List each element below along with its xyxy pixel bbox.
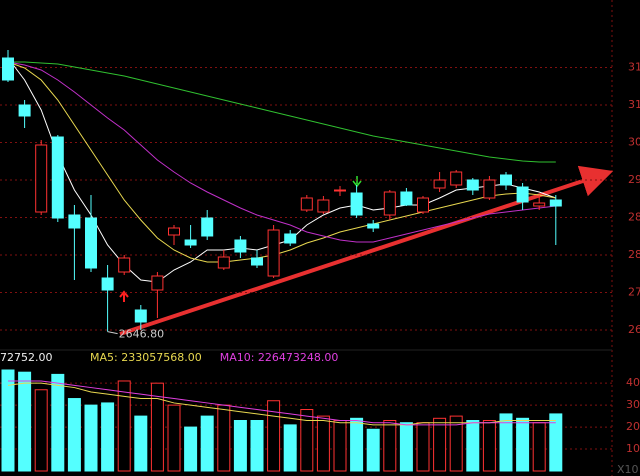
- volume-bar: [549, 413, 563, 472]
- candle-body: [234, 239, 247, 253]
- candle-body: [549, 199, 562, 207]
- volume-bar: [316, 415, 330, 472]
- candle-body: [317, 199, 330, 213]
- volume-unit: X10: [617, 463, 639, 476]
- volume-bar: [267, 400, 281, 472]
- y-tick-label: 2800: [628, 248, 640, 261]
- legend-entry: MA10: 226473248.00: [220, 351, 339, 364]
- volume-bar: [1, 369, 15, 472]
- volume-bar: [250, 420, 264, 472]
- volume-bar: [466, 420, 480, 472]
- candle-body: [101, 277, 114, 291]
- candle-body: [118, 257, 131, 273]
- annotation-label: 2646.80: [119, 328, 165, 341]
- candle-body: [168, 227, 180, 236]
- moving-average-line: [8, 61, 556, 163]
- candle-body: [433, 179, 446, 189]
- y-tick-label: 3025: [628, 136, 640, 149]
- candle-body: [417, 197, 429, 213]
- y-tick-label: 2725: [628, 286, 640, 299]
- volume-legend-value: 72752.00: [0, 351, 53, 364]
- y-tick-label: 2650: [628, 323, 640, 336]
- y-tick-label: 2875: [628, 211, 640, 224]
- y-tick-label: 40: [626, 376, 640, 389]
- volume-bar: [416, 422, 430, 472]
- y-tick-label: 10: [626, 442, 640, 455]
- candle-body: [450, 171, 463, 186]
- volume-bar: [350, 417, 364, 472]
- volume-bar: [134, 415, 148, 472]
- candle-body: [400, 191, 413, 206]
- y-tick-label: 3175: [628, 61, 640, 74]
- volume-bar: [18, 371, 32, 472]
- volume-bar: [399, 422, 413, 472]
- candle-body: [284, 233, 297, 244]
- moving-average-line: [7, 57, 556, 283]
- volume-bar: [34, 389, 48, 472]
- volume-bar: [150, 382, 164, 472]
- moving-average-line: [7, 61, 556, 243]
- candle-body: [151, 275, 164, 291]
- volume-bar: [67, 398, 81, 472]
- moving-average-line: [7, 61, 556, 263]
- candle-body: [201, 217, 214, 237]
- y-tick-label: 30: [626, 398, 640, 411]
- candle-body: [251, 257, 263, 266]
- volume-bar: [200, 415, 214, 472]
- candle-body: [18, 104, 31, 117]
- legend-entry: MA5: 233057568.00: [90, 351, 202, 364]
- volume-bar: [184, 426, 198, 472]
- volume-bar: [449, 415, 463, 472]
- volume-ma-line: [7, 382, 556, 426]
- candle-body: [85, 217, 97, 269]
- volume-bar: [532, 422, 546, 472]
- y-tick-label: 20: [626, 420, 640, 433]
- candle-body: [51, 136, 64, 219]
- volume-bar: [117, 380, 131, 472]
- volume-bar: [383, 420, 397, 472]
- candle-body: [184, 239, 197, 246]
- up-signal: [119, 290, 129, 302]
- candle-body: [300, 197, 313, 211]
- volume-bar: [283, 424, 297, 472]
- annotation-leader: [107, 331, 118, 335]
- candle-body: [267, 229, 280, 277]
- candle-body: [334, 189, 346, 192]
- candle-body: [367, 223, 380, 229]
- candle-body: [483, 179, 496, 199]
- candle-body: [533, 202, 546, 207]
- candle-body: [217, 256, 230, 269]
- y-tick-label: 2950: [628, 173, 640, 186]
- volume-bar: [300, 409, 314, 472]
- volume-ma-line: [8, 380, 556, 426]
- candle-body: [35, 144, 48, 213]
- candle-body: [68, 214, 81, 229]
- candle-body: [134, 309, 147, 323]
- candle-body: [383, 191, 396, 216]
- volume-bar: [101, 402, 115, 472]
- volume-bar: [482, 420, 496, 472]
- volume-bar: [51, 373, 65, 472]
- candle-body: [2, 57, 14, 81]
- candle-body: [350, 192, 363, 216]
- volume-bar: [366, 428, 380, 472]
- volume-bar: [499, 413, 513, 472]
- volume-bar: [233, 420, 247, 472]
- volume-bar: [516, 417, 530, 472]
- candle-body: [466, 179, 479, 191]
- candle-body: [516, 186, 529, 203]
- y-tick-label: 3100: [628, 98, 640, 111]
- volume-bar: [84, 404, 98, 472]
- volume-bar: [433, 417, 447, 472]
- volume-bar: [333, 420, 347, 472]
- volume-bar: [217, 404, 231, 472]
- candle-body: [500, 174, 512, 186]
- volume-bar: [167, 404, 181, 472]
